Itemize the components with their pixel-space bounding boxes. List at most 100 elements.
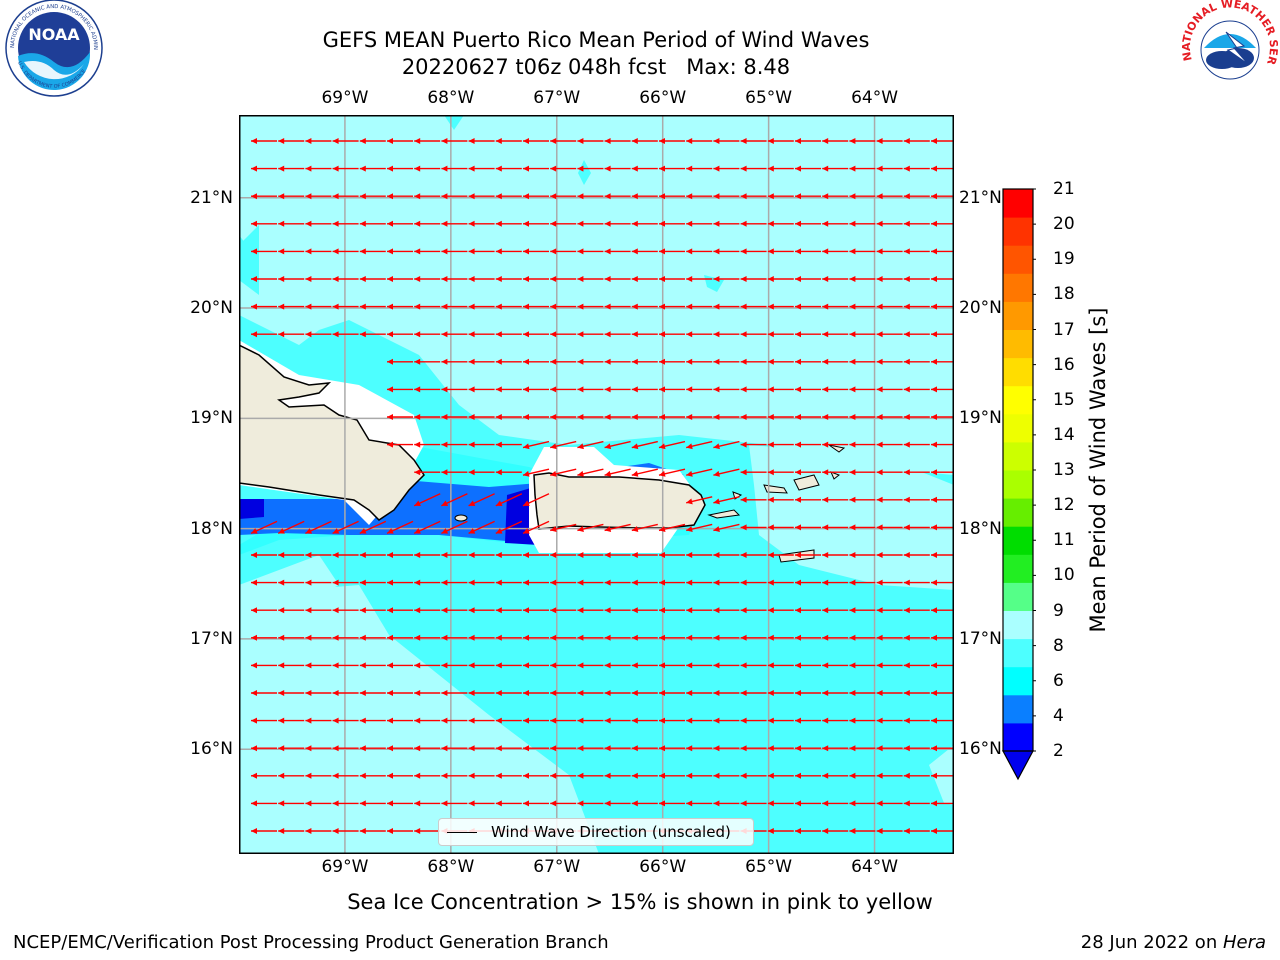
wind-wave-arrow bbox=[876, 414, 903, 420]
wind-wave-arrow bbox=[251, 745, 277, 752]
wind-wave-arrow bbox=[631, 248, 658, 255]
wind-wave-arrow bbox=[795, 386, 821, 393]
wind-wave-arrow bbox=[658, 440, 686, 450]
wind-wave-arrow bbox=[604, 607, 631, 614]
wind-wave-arrow bbox=[277, 520, 305, 535]
wind-wave-arrow bbox=[332, 552, 359, 558]
wind-wave-arrow bbox=[713, 552, 740, 558]
wind-wave-arrow bbox=[495, 303, 522, 310]
wind-wave-arrow bbox=[604, 358, 631, 365]
wind-wave-arrow bbox=[876, 800, 903, 807]
wind-wave-arrow bbox=[278, 331, 305, 338]
wind-wave-arrow bbox=[441, 579, 468, 586]
period-6-8-patch bbox=[444, 115, 464, 130]
wind-wave-arrow bbox=[876, 386, 903, 393]
lat-label-left: 17°N bbox=[190, 628, 233, 649]
wind-wave-arrow bbox=[903, 690, 930, 696]
wind-wave-arrow bbox=[305, 165, 332, 172]
lon-label-top: 67°W bbox=[533, 88, 581, 108]
wind-wave-arrow bbox=[659, 745, 685, 752]
wind-wave-arrow bbox=[659, 276, 685, 282]
wind-wave-arrow bbox=[767, 496, 794, 503]
wind-wave-arrow bbox=[441, 772, 468, 779]
wind-wave-arrow bbox=[740, 524, 767, 531]
wind-wave-arrow bbox=[251, 579, 277, 586]
wind-wave-arrow bbox=[523, 220, 549, 227]
wind-wave-arrow bbox=[387, 248, 413, 255]
wind-wave-arrow bbox=[686, 690, 713, 696]
wind-wave-arrow bbox=[468, 607, 495, 614]
wind-wave-arrow bbox=[876, 303, 903, 310]
wind-wave-arrow bbox=[767, 552, 794, 558]
wind-wave-arrow bbox=[849, 496, 876, 503]
wind-wave-arrow bbox=[522, 493, 550, 507]
wind-wave-arrow bbox=[305, 138, 332, 144]
wind-wave-arrow bbox=[604, 220, 631, 227]
wind-wave-arrow bbox=[713, 634, 740, 641]
period-lt-2-pocket bbox=[239, 499, 264, 519]
wind-wave-arrow bbox=[822, 303, 849, 310]
colorbar-segment bbox=[1003, 329, 1033, 359]
wind-wave-arrow bbox=[414, 358, 441, 365]
wind-wave-arrow bbox=[876, 469, 903, 476]
colorbar-segment bbox=[1003, 189, 1033, 218]
wind-wave-arrow bbox=[550, 468, 577, 477]
map bbox=[239, 115, 954, 854]
colorbar-segment bbox=[1003, 441, 1033, 471]
wind-wave-arrow bbox=[577, 414, 604, 420]
wind-wave-arrow bbox=[550, 717, 577, 724]
wind-wave-arrow bbox=[876, 220, 903, 227]
wind-wave-arrow bbox=[305, 772, 332, 779]
wind-wave-arrow bbox=[795, 248, 821, 255]
wind-wave-arrow bbox=[740, 276, 767, 282]
wind-wave-arrow bbox=[876, 496, 903, 503]
wind-wave-arrow bbox=[849, 358, 876, 365]
wind-wave-arrow bbox=[577, 690, 604, 696]
chart-title-line2: 20220627 t06z 048h fcst Max: 8.48 bbox=[401, 55, 791, 79]
wind-wave-arrow bbox=[387, 634, 413, 641]
wind-wave-arrow bbox=[550, 579, 577, 586]
wind-wave-arrow bbox=[686, 800, 713, 807]
wind-wave-arrow bbox=[495, 386, 522, 393]
colorbar-segment bbox=[1003, 357, 1033, 387]
wind-wave-arrow bbox=[495, 248, 522, 255]
wind-wave-arrow bbox=[386, 520, 414, 535]
wind-wave-arrow bbox=[876, 276, 903, 282]
wind-wave-arrow bbox=[359, 220, 386, 227]
wind-wave-arrow bbox=[305, 276, 332, 282]
wind-wave-arrow bbox=[387, 303, 413, 310]
wind-wave-arrow bbox=[305, 745, 332, 752]
wind-wave-arrow bbox=[740, 579, 767, 586]
wind-wave-arrow bbox=[359, 634, 386, 641]
wind-wave-arrow bbox=[686, 386, 713, 393]
wind-wave-arrow bbox=[659, 386, 685, 393]
wind-wave-arrow bbox=[359, 520, 387, 535]
wind-wave-arrow bbox=[387, 193, 413, 200]
wind-wave-arrow bbox=[577, 138, 604, 144]
wind-wave-arrow bbox=[495, 220, 522, 227]
wind-wave-arrow bbox=[468, 493, 495, 507]
wind-wave-arrow bbox=[550, 634, 577, 641]
wind-wave-arrow bbox=[359, 772, 386, 779]
lat-label-left: 21°N bbox=[190, 187, 233, 208]
wind-wave-arrow bbox=[740, 690, 767, 696]
colorbar-segment bbox=[1003, 722, 1033, 752]
wind-wave-arrow bbox=[387, 165, 413, 172]
saba-island bbox=[830, 471, 840, 480]
wind-wave-arrow bbox=[686, 138, 713, 144]
wind-wave-arrow bbox=[876, 358, 903, 365]
wind-wave-arrow bbox=[495, 772, 522, 779]
wind-wave-arrow bbox=[849, 552, 876, 558]
wind-wave-arrow bbox=[822, 276, 849, 282]
wind-wave-arrow bbox=[767, 386, 794, 393]
wind-wave-arrow bbox=[686, 165, 713, 172]
wind-wave-arrow bbox=[550, 303, 577, 310]
wind-wave-arrow bbox=[577, 386, 604, 393]
wind-wave-arrow bbox=[251, 552, 277, 558]
wind-wave-arrow bbox=[740, 220, 767, 227]
wind-wave-arrow bbox=[523, 303, 549, 310]
wind-wave-arrow bbox=[441, 607, 468, 614]
wind-wave-arrow bbox=[278, 552, 305, 558]
period-2-4-band bbox=[239, 480, 549, 543]
wind-wave-arrow bbox=[631, 165, 658, 172]
